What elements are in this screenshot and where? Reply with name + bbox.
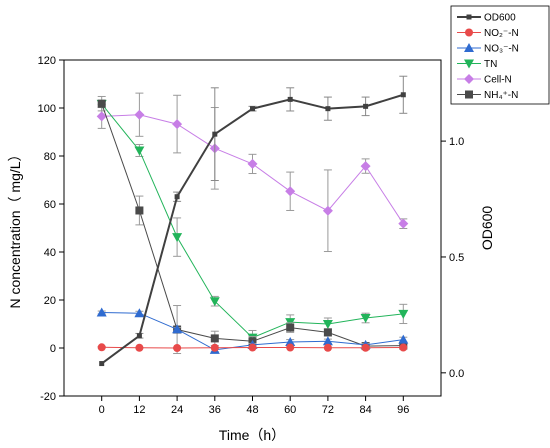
- y-left-tick-label: 80: [44, 151, 56, 163]
- y-axis-right-title: OD600: [479, 206, 495, 251]
- x-tick-label: 96: [397, 404, 409, 416]
- y-left-tick-label: 40: [44, 247, 56, 259]
- legend-item: NO₂⁻-N: [457, 28, 519, 39]
- series-line: [101, 93, 404, 365]
- legend-item: NO₃⁻-N: [457, 43, 519, 55]
- legend-label: NO₂⁻-N: [484, 28, 519, 39]
- x-tick-label: 36: [209, 404, 221, 416]
- y-left-tick-label: 100: [38, 103, 56, 115]
- legend-item: OD600: [457, 13, 516, 24]
- data-point: [398, 309, 409, 319]
- data-point: [286, 323, 295, 332]
- legend-marker: [464, 74, 474, 84]
- data-point: [99, 361, 105, 367]
- data-point: [97, 99, 106, 108]
- x-tick-label: 84: [359, 404, 371, 416]
- series-4: [96, 92, 409, 253]
- data-point: [134, 146, 145, 156]
- data-point: [322, 205, 333, 216]
- data-point: [322, 336, 333, 346]
- data-point: [287, 96, 293, 102]
- data-point: [325, 106, 331, 112]
- y-right-tick-label: 0.0: [449, 368, 464, 380]
- data-point: [247, 158, 258, 169]
- legend-item: NH₄⁺-N: [457, 90, 518, 101]
- data-point: [136, 333, 142, 339]
- data-point: [285, 186, 296, 197]
- data-point: [398, 334, 409, 344]
- y-left-tick-label: 120: [38, 55, 56, 67]
- data-point: [212, 131, 218, 137]
- data-point: [323, 328, 332, 337]
- data-point: [323, 343, 332, 352]
- data-point: [135, 343, 144, 352]
- data-point: [135, 206, 144, 215]
- data-point: [250, 106, 255, 112]
- y-left-tick-label: -20: [40, 391, 56, 403]
- x-tick-label: 48: [246, 404, 258, 416]
- series-0: [99, 75, 408, 367]
- series-3: [96, 99, 409, 346]
- legend-marker: [464, 43, 474, 52]
- y-left-tick-label: 20: [44, 295, 56, 307]
- legend-item: Cell-N: [457, 74, 512, 86]
- data-point: [172, 324, 183, 334]
- x-tick-label: 72: [322, 404, 334, 416]
- data-point: [172, 119, 183, 130]
- x-tick-label: 60: [284, 404, 296, 416]
- data-point: [399, 343, 408, 352]
- data-point: [96, 307, 107, 317]
- data-point: [210, 334, 219, 343]
- legend-label: TN: [484, 59, 497, 70]
- x-axis-title: Time（h）: [219, 427, 285, 443]
- x-tick-label: 0: [99, 404, 105, 416]
- data-point: [363, 103, 369, 109]
- data-point: [322, 320, 333, 329]
- data-point: [360, 161, 371, 172]
- data-point: [398, 218, 409, 229]
- data-point: [172, 233, 183, 243]
- data-point: [400, 92, 406, 98]
- legend-label: Cell-N: [484, 75, 512, 86]
- data-point: [285, 337, 296, 346]
- series-line: [101, 103, 404, 339]
- y-left-tick-label: 60: [44, 199, 56, 211]
- legend-label: NO₃⁻-N: [484, 44, 519, 55]
- data-point: [248, 343, 257, 352]
- legend-label: NH₄⁺-N: [484, 90, 518, 101]
- legend-marker: [466, 14, 472, 20]
- legend-marker: [465, 90, 473, 99]
- data-point: [134, 308, 145, 318]
- data-point: [360, 314, 371, 323]
- x-tick-label: 12: [133, 404, 145, 416]
- axes: 0 12 24 36 48 60 72 84 96 -20 0 20 40 60 80 100 120 0.0 0.…: [38, 55, 465, 416]
- data-point: [97, 343, 106, 352]
- legend-frame: [450, 5, 550, 105]
- y-axis-left-title: N concentration（ mg/L）: [7, 147, 23, 308]
- data-point: [286, 343, 295, 352]
- data-point: [96, 111, 107, 122]
- series-layer: [96, 75, 409, 367]
- data-point: [173, 344, 182, 352]
- legend: OD600 NO₂⁻-N NO₃⁻-N TN Cell-N NH₄⁺-N: [450, 5, 550, 105]
- data-point: [210, 343, 219, 352]
- legend-label: OD600: [484, 13, 516, 24]
- data-point: [361, 343, 370, 352]
- y-left-tick-label: 0: [50, 343, 56, 355]
- legend-marker: [464, 59, 474, 69]
- data-point: [209, 297, 220, 307]
- data-point: [174, 194, 180, 200]
- y-right-tick-label: 0.5: [449, 252, 464, 264]
- data-point: [134, 109, 145, 120]
- x-tick-label: 24: [171, 404, 183, 416]
- y-right-tick-label: 1.0: [449, 136, 464, 148]
- legend-item: TN: [457, 59, 497, 70]
- legend-marker: [465, 28, 473, 37]
- series-1: [97, 343, 408, 352]
